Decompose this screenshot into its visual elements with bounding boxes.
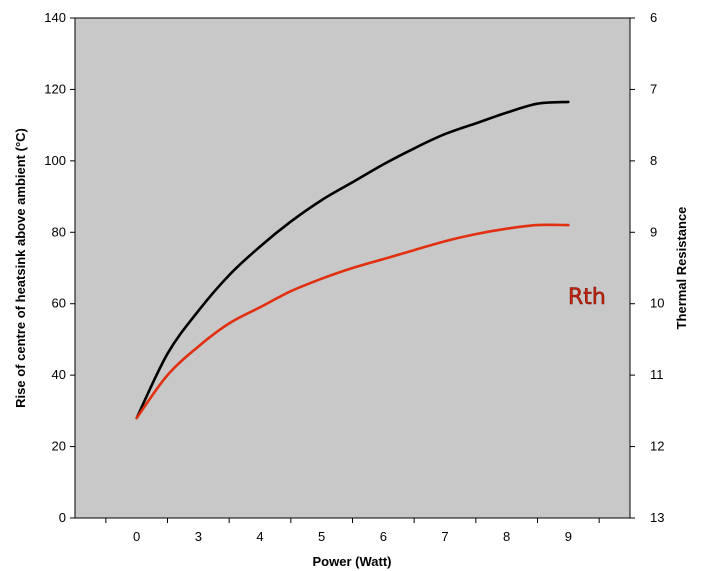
x-tick-label: 7 <box>441 529 448 544</box>
y-tick-label: 100 <box>44 153 66 168</box>
series-line-2 <box>135 223 570 420</box>
y2-tick-label: 6 <box>650 10 657 25</box>
y-axis-title: Rise of centre of heatsink above ambient… <box>13 128 28 408</box>
series-line-1 <box>135 100 570 420</box>
rth-annotation: Rth <box>568 285 606 310</box>
series-layer <box>135 100 570 420</box>
y2-tick-label: 12 <box>650 439 664 454</box>
x-tick-label: 5 <box>318 529 325 544</box>
y-tick-label: 60 <box>52 296 66 311</box>
x-tick-label: 4 <box>256 529 263 544</box>
y2-tick-label: 11 <box>650 367 664 382</box>
y2-axis-title: Thermal Resistance <box>674 207 689 330</box>
y-tick-label: 40 <box>52 367 66 382</box>
y-tick-label: 120 <box>44 81 66 96</box>
x-tick-label: 9 <box>565 529 572 544</box>
x-tick-label: 3 <box>195 529 202 544</box>
x-axis-ticks: 0 3 4 5 6 7 8 9 <box>105 518 600 544</box>
y2-axis-ticks: 6 7 8 9 10 11 12 13 <box>630 10 664 525</box>
y-tick-label: 140 <box>44 10 66 25</box>
y-tick-label: 0 <box>59 510 66 525</box>
y2-tick-label: 9 <box>650 224 657 239</box>
y-tick-label: 20 <box>52 439 66 454</box>
y2-tick-label: 7 <box>650 81 657 96</box>
y-axis-ticks: 0 20 40 60 80 100 120 140 <box>44 10 75 525</box>
x-tick-label: 8 <box>503 529 510 544</box>
x-tick-label: 0 <box>133 529 140 544</box>
x-tick-label: 6 <box>380 529 387 544</box>
x-axis-title: Power (Watt) <box>313 554 392 569</box>
y2-tick-label: 8 <box>650 153 657 168</box>
y2-tick-label: 10 <box>650 296 664 311</box>
y2-tick-label: 13 <box>650 510 664 525</box>
y-tick-label: 80 <box>52 224 66 239</box>
